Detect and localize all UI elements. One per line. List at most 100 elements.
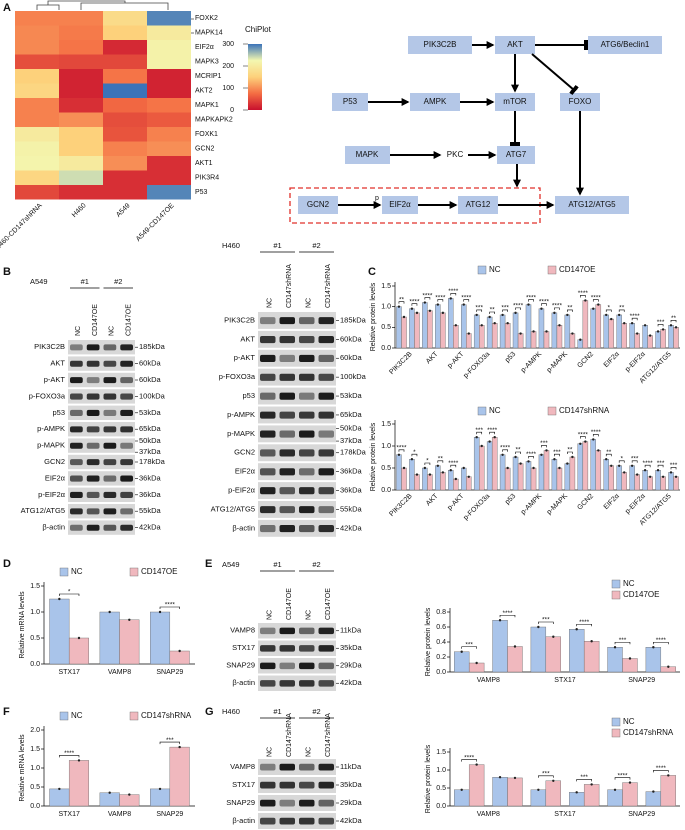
x-tick-label: GCN2 — [576, 351, 595, 370]
blot-band — [103, 344, 117, 351]
heatmap-cell — [59, 40, 103, 55]
blot-band — [318, 317, 334, 325]
node-label: MAPK — [356, 150, 379, 159]
protein-label: EIF2α — [45, 473, 66, 482]
data-dot — [635, 332, 639, 335]
bar — [68, 760, 89, 807]
kda-label: 60kDa — [340, 334, 363, 343]
x-tick-label: PIK3C2B — [388, 493, 414, 519]
dendrogram — [36, 0, 194, 34]
data-dot — [178, 745, 181, 749]
data-dot — [519, 462, 522, 465]
blot-band — [260, 799, 276, 807]
blot-band — [299, 763, 315, 771]
heatmap-cell — [15, 156, 59, 171]
blot-band — [260, 449, 276, 457]
blot-band — [260, 680, 276, 687]
blot-band — [260, 662, 276, 670]
blot-band — [120, 459, 133, 466]
blot-band — [260, 781, 276, 789]
sig-bracket — [538, 775, 554, 778]
blot-band — [279, 817, 295, 825]
heatmap-cell — [59, 25, 103, 40]
blot-band — [279, 487, 295, 495]
x-tick-label: SNAP29 — [156, 669, 183, 676]
data-dot — [475, 313, 478, 317]
data-dot — [537, 788, 540, 791]
legend-swatch — [59, 567, 69, 577]
bar — [607, 789, 623, 807]
node — [497, 146, 535, 164]
heatmap-cell — [103, 69, 147, 84]
row-label: GCN2 — [195, 146, 215, 153]
significance: ** — [671, 315, 677, 322]
data-dot — [579, 442, 582, 445]
cell-line: H460 — [222, 707, 240, 716]
row-label: FOXK2 — [195, 15, 218, 22]
bar — [479, 325, 485, 349]
blot-strip — [258, 368, 336, 386]
sig-bracket — [502, 309, 508, 312]
sig-bracket — [605, 309, 612, 312]
data-dot — [610, 464, 613, 467]
lane-label: NC — [267, 610, 274, 620]
sig-bracket — [489, 431, 495, 435]
kda-label: 35kDa — [340, 780, 363, 789]
lane-label: NC — [306, 747, 313, 757]
legend-label: NC — [623, 579, 635, 588]
bar — [169, 746, 190, 807]
bar — [645, 791, 662, 807]
blot-strip — [68, 389, 135, 404]
bar — [448, 470, 454, 491]
blot-band — [318, 468, 334, 476]
color-bar — [248, 44, 262, 110]
blot-band — [279, 662, 295, 670]
node-label: FOXO — [569, 97, 592, 106]
bar — [435, 304, 441, 349]
data-dot — [674, 475, 678, 478]
node — [560, 93, 600, 111]
sig-bracket — [424, 297, 431, 300]
blot-band — [279, 680, 295, 687]
y-tick-label: 1.5 — [30, 583, 40, 590]
blot-band — [260, 645, 276, 652]
group-label: #1 — [273, 707, 281, 716]
sig-bracket — [576, 623, 592, 627]
data-dot — [590, 783, 593, 786]
heatmap-cell — [103, 170, 147, 185]
blot-band — [318, 627, 334, 635]
data-dot — [532, 466, 535, 470]
kda-label: 36kDa — [340, 486, 363, 495]
data-dot — [519, 332, 522, 335]
legend-swatch — [611, 579, 621, 589]
heatmap-cell — [103, 141, 147, 156]
node-label: mTOR — [503, 97, 527, 106]
blot-band — [318, 781, 334, 789]
data-dot — [513, 776, 517, 780]
data-dot — [462, 303, 465, 306]
bar — [673, 327, 679, 349]
blot-band — [70, 442, 83, 449]
protein-label: p-AMPK — [227, 410, 255, 419]
sig-bracket — [411, 453, 418, 457]
node — [345, 146, 390, 164]
data-dot — [648, 475, 652, 478]
y-tick-label: 0.0 — [381, 487, 391, 494]
panel-label: F — [3, 706, 10, 718]
data-dot — [635, 473, 639, 476]
y-tick-label: 1.0 — [30, 609, 40, 616]
heatmap-cell — [147, 83, 191, 98]
data-dot — [575, 628, 578, 631]
data-dot — [460, 788, 463, 791]
bar — [583, 641, 600, 673]
heatmap-cell — [147, 54, 191, 69]
blot-band — [260, 354, 276, 362]
data-dot — [648, 334, 652, 337]
y-tick-label: 0.5 — [30, 635, 40, 642]
panel-label: E — [205, 558, 212, 570]
blot-band — [318, 392, 334, 400]
sig-bracket — [528, 299, 534, 302]
data-dot — [584, 440, 587, 443]
blot-band — [260, 335, 276, 344]
blot-band — [70, 409, 83, 416]
